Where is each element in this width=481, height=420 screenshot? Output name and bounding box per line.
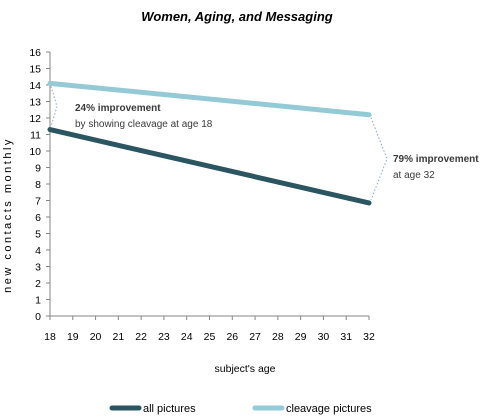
y-tick-label: 5 (35, 229, 41, 241)
chart-title: Women, Aging, and Messaging (141, 9, 332, 24)
x-tick-label: 22 (135, 331, 147, 343)
y-axis-label: new contacts monthly (2, 137, 14, 293)
x-tick-label: 28 (272, 331, 284, 343)
y-tick-label: 7 (35, 196, 41, 208)
annotation-left-title: 24% improvement (75, 103, 161, 114)
legend-label: cleavage pictures (286, 403, 372, 415)
annotation-left-text: by showing cleavage at age 18 (75, 119, 213, 130)
y-tick-label: 9 (35, 163, 41, 175)
x-tick-label: 30 (318, 331, 330, 343)
legend: all pictures cleavage pictures (109, 403, 372, 415)
y-tick-label: 1 (35, 295, 41, 307)
y-tick-label: 11 (30, 130, 41, 142)
y-tick-label: 15 (29, 64, 41, 76)
x-axis-label: subject's age (215, 363, 276, 375)
y-tick-label: 6 (35, 212, 41, 224)
x-tick-label: 19 (67, 331, 79, 343)
y-tick-label: 8 (35, 179, 41, 191)
legend-label: all pictures (143, 403, 196, 415)
x-tick-label: 21 (113, 331, 125, 343)
annotation-bracket-right (370, 117, 388, 201)
x-tick-label: 29 (295, 331, 307, 343)
x-tick-label: 32 (363, 331, 375, 343)
y-tick-label: 2 (35, 278, 41, 290)
annotations: 24% improvement by showing cleavage at ag… (50, 86, 479, 201)
y-tick-label: 3 (35, 262, 41, 274)
x-tick-label: 24 (181, 331, 193, 343)
x-tick-label: 26 (226, 331, 238, 343)
x-tick-label: 20 (90, 331, 102, 343)
x-tick-label: 18 (44, 331, 56, 343)
annotation-right-title: 79% improvement (393, 154, 479, 165)
annotation-bracket-left (50, 86, 58, 127)
y-tick-label: 13 (29, 97, 41, 109)
y-tick-label: 4 (35, 245, 41, 257)
y-tick-label: 0 (35, 311, 41, 323)
y-tick-label: 12 (29, 113, 41, 125)
y-tick-label: 10 (29, 146, 41, 158)
series-line-all-pictures (47, 127, 372, 206)
series-line-cleavage-pictures (47, 80, 372, 118)
y-tick-label: 16 (29, 47, 41, 59)
y-tick-label: 14 (29, 80, 41, 92)
x-tick-label: 25 (204, 331, 216, 343)
x-tick-label: 23 (158, 331, 170, 343)
annotation-right-text: at age 32 (393, 170, 435, 181)
x-tick-label: 31 (340, 331, 352, 343)
x-tick-label: 27 (249, 331, 261, 343)
